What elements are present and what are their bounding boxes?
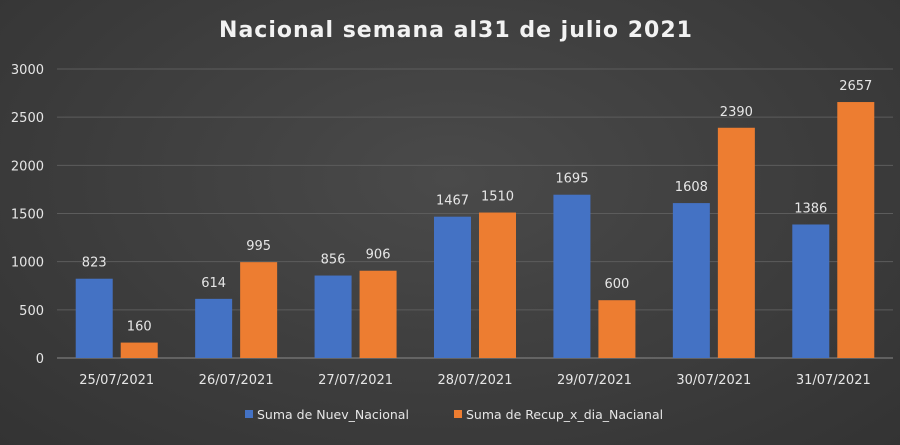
x-tick-label: 31/07/2021 bbox=[796, 373, 871, 388]
data-label: 160 bbox=[127, 320, 152, 335]
y-tick-label: 1500 bbox=[11, 208, 44, 223]
data-label: 1386 bbox=[794, 201, 827, 216]
x-tick-label: 27/07/2021 bbox=[318, 373, 393, 388]
data-label: 600 bbox=[605, 277, 630, 292]
y-tick-label: 2000 bbox=[11, 159, 44, 174]
bar-series2 bbox=[479, 212, 516, 358]
x-axis-ticks: 25/07/2021 26/07/2021 27/07/2021 28/07/2021… bbox=[79, 373, 871, 388]
bar-series1 bbox=[792, 224, 830, 358]
data-label: 995 bbox=[246, 239, 271, 254]
bar-series2 bbox=[120, 342, 158, 358]
chart-title: Nacional semana al31 de julio 2021 bbox=[219, 18, 693, 43]
bar-series1 bbox=[75, 278, 113, 358]
y-axis-ticks: 0 500 1000 1500 2000 2500 3000 bbox=[11, 63, 44, 367]
legend: Suma de Nuev_Nacional Suma de Recup_x_dia… bbox=[245, 407, 663, 422]
gridlines bbox=[57, 68, 893, 359]
bar-series2 bbox=[359, 270, 397, 358]
y-tick-label: 1000 bbox=[11, 256, 44, 271]
bar-series1 bbox=[672, 203, 710, 358]
y-tick-label: 2500 bbox=[11, 111, 44, 126]
bar-series1 bbox=[314, 275, 352, 358]
bar-series2 bbox=[837, 102, 875, 359]
x-tick-label: 25/07/2021 bbox=[79, 373, 154, 388]
bar-series1 bbox=[195, 298, 233, 358]
bar-series1 bbox=[553, 194, 591, 358]
y-tick-label: 0 bbox=[36, 352, 44, 367]
legend-swatch-series1 bbox=[245, 410, 253, 418]
data-label: 856 bbox=[321, 253, 346, 268]
data-label: 1510 bbox=[481, 190, 514, 205]
x-tick-label: 30/07/2021 bbox=[676, 373, 751, 388]
data-label: 1467 bbox=[436, 194, 469, 209]
data-label: 614 bbox=[201, 276, 226, 291]
data-label: 823 bbox=[82, 256, 107, 271]
data-labels: 823 160 614 995 856 906 1467 1510 1695 600 1608 239… bbox=[82, 79, 873, 335]
y-tick-label: 3000 bbox=[11, 63, 44, 78]
bar-series2 bbox=[240, 262, 278, 358]
legend-label-series1: Suma de Nuev_Nacional bbox=[257, 407, 409, 422]
data-label: 2390 bbox=[720, 105, 753, 120]
data-label: 1695 bbox=[555, 172, 588, 187]
data-label: 906 bbox=[366, 248, 391, 263]
bars bbox=[75, 102, 875, 359]
legend-swatch-series2 bbox=[454, 410, 462, 418]
y-tick-label: 500 bbox=[19, 304, 44, 319]
data-label: 1608 bbox=[675, 180, 708, 195]
bar-series2 bbox=[598, 300, 636, 358]
x-tick-label: 28/07/2021 bbox=[438, 373, 513, 388]
bar-series1 bbox=[434, 216, 471, 358]
data-label: 2657 bbox=[839, 79, 872, 94]
legend-label-series2: Suma de Recup_x_dia_Nacianal bbox=[466, 407, 663, 422]
x-tick-label: 29/07/2021 bbox=[557, 373, 632, 388]
bar-series2 bbox=[717, 127, 755, 358]
x-tick-label: 26/07/2021 bbox=[199, 373, 274, 388]
